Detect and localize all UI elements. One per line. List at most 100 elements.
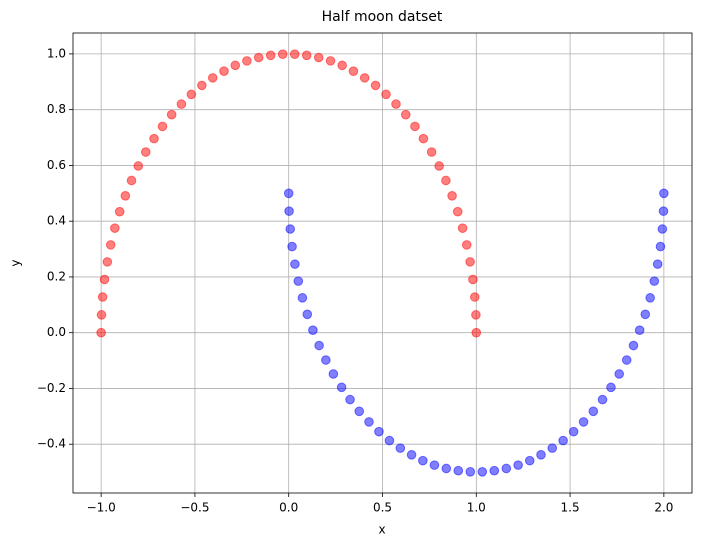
point xyxy=(110,223,120,233)
x-tick-label: 0.0 xyxy=(279,501,298,515)
point xyxy=(536,450,546,460)
y-tick-label: 0.6 xyxy=(47,158,66,172)
point xyxy=(659,188,669,199)
point xyxy=(568,426,579,437)
point xyxy=(621,355,632,365)
point xyxy=(489,465,500,476)
x-tick-label: −1.0 xyxy=(87,501,116,515)
point xyxy=(578,417,589,427)
x-tick-label: 1.0 xyxy=(467,501,486,515)
point xyxy=(140,147,151,157)
point xyxy=(321,355,331,365)
point xyxy=(645,293,655,303)
point xyxy=(452,206,463,217)
y-tick-label: 0.0 xyxy=(47,325,66,339)
point xyxy=(429,460,440,470)
point xyxy=(176,99,187,109)
point xyxy=(547,443,558,453)
point xyxy=(426,147,437,157)
point xyxy=(469,292,480,302)
point xyxy=(434,161,444,171)
y-tick-label: 1.0 xyxy=(47,46,66,60)
plot-frame xyxy=(72,32,693,494)
x-tick-label: 0.5 xyxy=(373,501,392,515)
x-tick-label: 1.5 xyxy=(561,501,580,515)
point xyxy=(468,274,478,285)
y-tick-label: 0.8 xyxy=(47,102,66,116)
point xyxy=(102,257,113,267)
point xyxy=(384,435,395,446)
point xyxy=(99,274,110,285)
point xyxy=(471,310,481,320)
point xyxy=(364,417,374,427)
point xyxy=(395,443,406,453)
point xyxy=(325,56,336,66)
point xyxy=(465,467,476,477)
point xyxy=(477,467,488,477)
point xyxy=(336,382,347,393)
point xyxy=(126,175,137,186)
point xyxy=(314,340,324,351)
point xyxy=(285,224,296,234)
point xyxy=(242,56,252,66)
point xyxy=(230,60,241,71)
point xyxy=(207,73,218,83)
point xyxy=(301,50,312,61)
x-axis-label: x xyxy=(378,523,385,537)
point xyxy=(453,465,464,476)
point xyxy=(465,257,475,267)
point xyxy=(166,109,177,120)
x-tick-label: 2.0 xyxy=(654,501,673,515)
point xyxy=(283,188,294,199)
point xyxy=(293,276,304,286)
point xyxy=(410,121,420,132)
point xyxy=(652,259,663,269)
point xyxy=(157,121,168,132)
point xyxy=(406,450,417,460)
point xyxy=(418,133,429,144)
point xyxy=(457,223,468,233)
point xyxy=(524,455,535,466)
point xyxy=(302,309,313,320)
point xyxy=(513,460,523,470)
point xyxy=(588,406,599,417)
point xyxy=(657,224,668,234)
point xyxy=(337,60,347,71)
point xyxy=(461,240,472,250)
point xyxy=(370,80,381,91)
point xyxy=(655,241,666,252)
point xyxy=(628,340,639,351)
point xyxy=(313,52,324,63)
point xyxy=(381,89,391,100)
point xyxy=(284,206,294,216)
point xyxy=(133,161,144,171)
point xyxy=(96,327,106,338)
point xyxy=(328,369,339,379)
point xyxy=(105,240,116,250)
y-tick-label: −0.2 xyxy=(37,381,66,395)
point xyxy=(186,89,197,100)
point xyxy=(97,292,108,302)
point xyxy=(597,394,608,405)
point xyxy=(471,327,482,338)
point xyxy=(658,206,669,216)
point xyxy=(640,309,651,320)
point xyxy=(634,325,645,335)
y-tick-label: 0.2 xyxy=(47,269,66,283)
point xyxy=(345,394,355,405)
point xyxy=(114,206,125,217)
point xyxy=(354,406,365,417)
point xyxy=(197,80,207,91)
point xyxy=(265,50,276,61)
point xyxy=(289,49,300,59)
point xyxy=(277,49,288,59)
point xyxy=(400,109,411,120)
point xyxy=(606,382,616,393)
x-tick-label: −0.5 xyxy=(180,501,209,515)
chart-title: Half moon datset xyxy=(322,9,443,25)
point xyxy=(219,66,229,76)
y-axis-label: y xyxy=(9,259,23,266)
point xyxy=(287,241,297,252)
point xyxy=(348,66,359,76)
